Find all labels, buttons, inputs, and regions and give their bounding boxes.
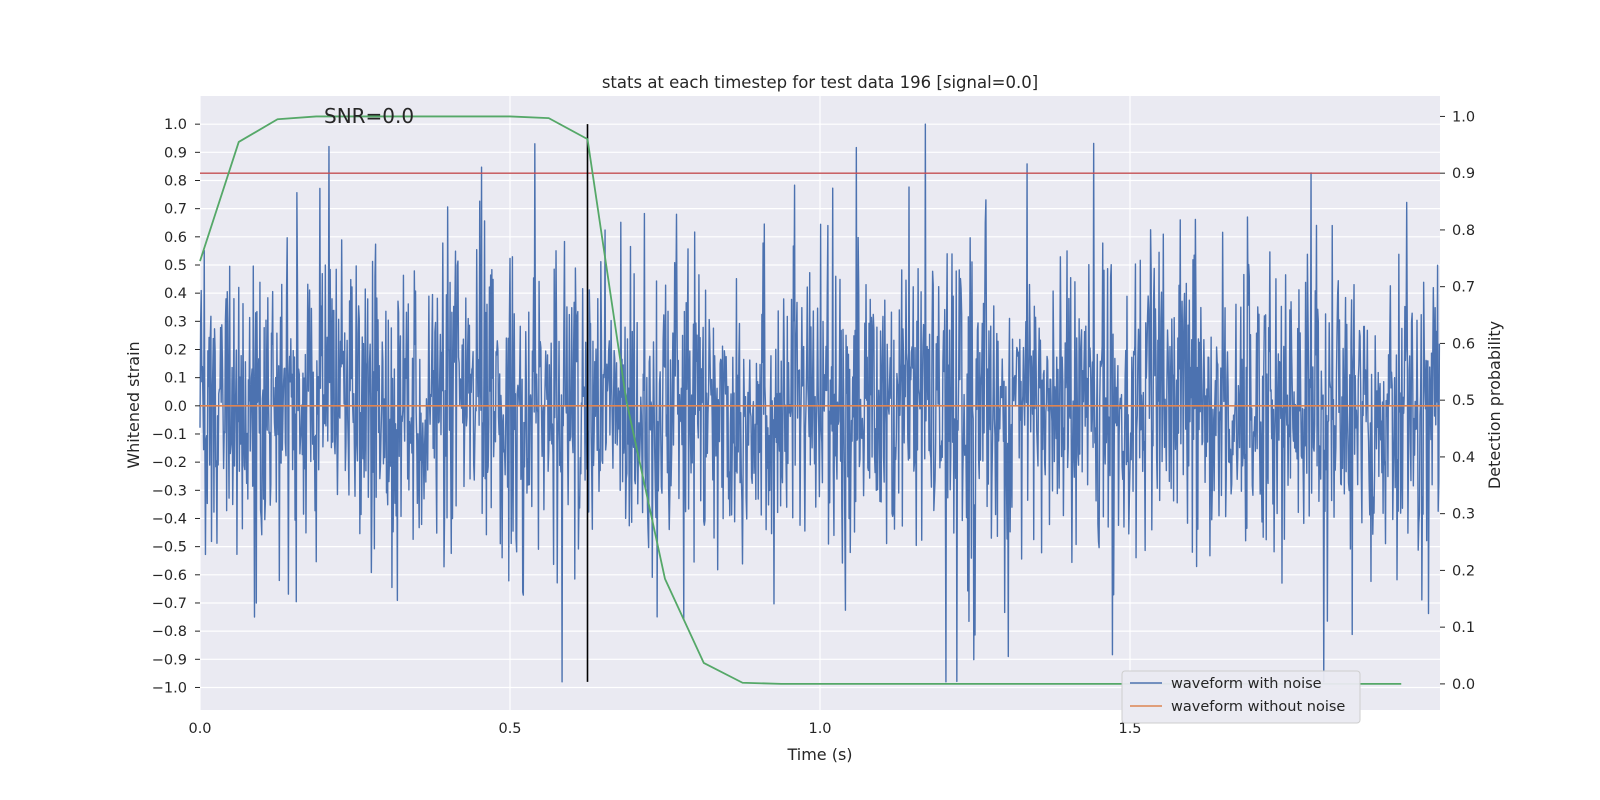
y-left-tick-label: 0.9 xyxy=(164,145,187,161)
y-right-tick-label: 0.4 xyxy=(1452,450,1475,466)
x-tick-label: 0.5 xyxy=(498,721,521,737)
y-right-axis: 1.0 0.9 0.8 0.7 0.6 0.5 0.4 0.3 0.2 0.1 0.0 xyxy=(1440,109,1475,693)
y-right-axis-label: Detection probability xyxy=(1485,321,1504,489)
y-right-tick-label: 0.1 xyxy=(1452,620,1475,636)
y-right-tick-label: 0.9 xyxy=(1452,166,1475,182)
legend-box xyxy=(1121,670,1361,724)
y-left-axis: 1.0 0.9 0.8 0.7 0.6 0.5 0.4 0.3 0.2 0.1 0.0 −0.1 −0.… xyxy=(152,117,200,696)
legend-label-waveform-without-noise: waveform without noise xyxy=(1171,699,1345,715)
y-left-tick-label: 0.2 xyxy=(164,342,187,358)
y-right-tick-label: 0.0 xyxy=(1452,677,1475,693)
y-left-tick-label: −0.6 xyxy=(152,568,187,584)
y-left-tick-label: 0.7 xyxy=(164,202,187,218)
y-left-tick-label: −0.5 xyxy=(152,540,187,556)
x-tick-label: 1.0 xyxy=(808,721,831,737)
y-right-tick-label: 0.7 xyxy=(1452,280,1475,296)
series-waveform-with-noise xyxy=(199,123,1441,683)
y-right-tick-label: 0.2 xyxy=(1452,563,1475,579)
x-tick-label: 1.5 xyxy=(1118,721,1141,737)
x-axis-label: Time (s) xyxy=(786,745,852,764)
y-left-tick-label: −0.8 xyxy=(152,624,187,640)
y-left-axis-label: Whitened strain xyxy=(124,341,143,468)
legend-label-waveform-with-noise: waveform with noise xyxy=(1171,676,1322,692)
y-left-tick-label: −0.3 xyxy=(152,483,187,499)
y-left-tick-label: 0.5 xyxy=(164,258,187,274)
y-left-tick-label: 0.3 xyxy=(164,314,187,330)
y-right-tick-label: 0.3 xyxy=(1452,507,1475,523)
y-left-tick-label: −0.1 xyxy=(152,427,187,443)
chart-title: stats at each timestep for test data 196… xyxy=(602,73,1038,92)
y-left-tick-label: −1.0 xyxy=(152,680,187,696)
y-left-tick-label: −0.7 xyxy=(152,596,187,612)
y-right-tick-label: 0.6 xyxy=(1452,336,1475,352)
x-axis: 0.0 0.5 1.0 1.5 xyxy=(188,721,1141,737)
x-tick-label: 0.0 xyxy=(188,721,211,737)
y-right-tick-label: 1.0 xyxy=(1452,109,1475,125)
legend: waveform with noise waveform without noi… xyxy=(1121,670,1361,724)
y-left-tick-label: 1.0 xyxy=(164,117,187,133)
y-right-tick-label: 0.5 xyxy=(1452,393,1475,409)
y-left-tick-label: −0.9 xyxy=(152,652,187,668)
y-left-tick-label: 0.1 xyxy=(164,371,187,387)
snr-annotation: SNR=0.0 xyxy=(324,104,414,128)
y-left-tick-label: 0.8 xyxy=(164,173,187,189)
y-right-tick-label: 0.8 xyxy=(1452,223,1475,239)
y-left-tick-label: −0.4 xyxy=(152,511,187,527)
y-left-tick-label: 0.4 xyxy=(164,286,187,302)
waveform-with-noise-line xyxy=(199,123,1441,683)
y-left-tick-label: −0.2 xyxy=(152,455,187,471)
y-left-tick-label: 0.0 xyxy=(164,399,187,415)
y-left-tick-label: 0.6 xyxy=(164,230,187,246)
